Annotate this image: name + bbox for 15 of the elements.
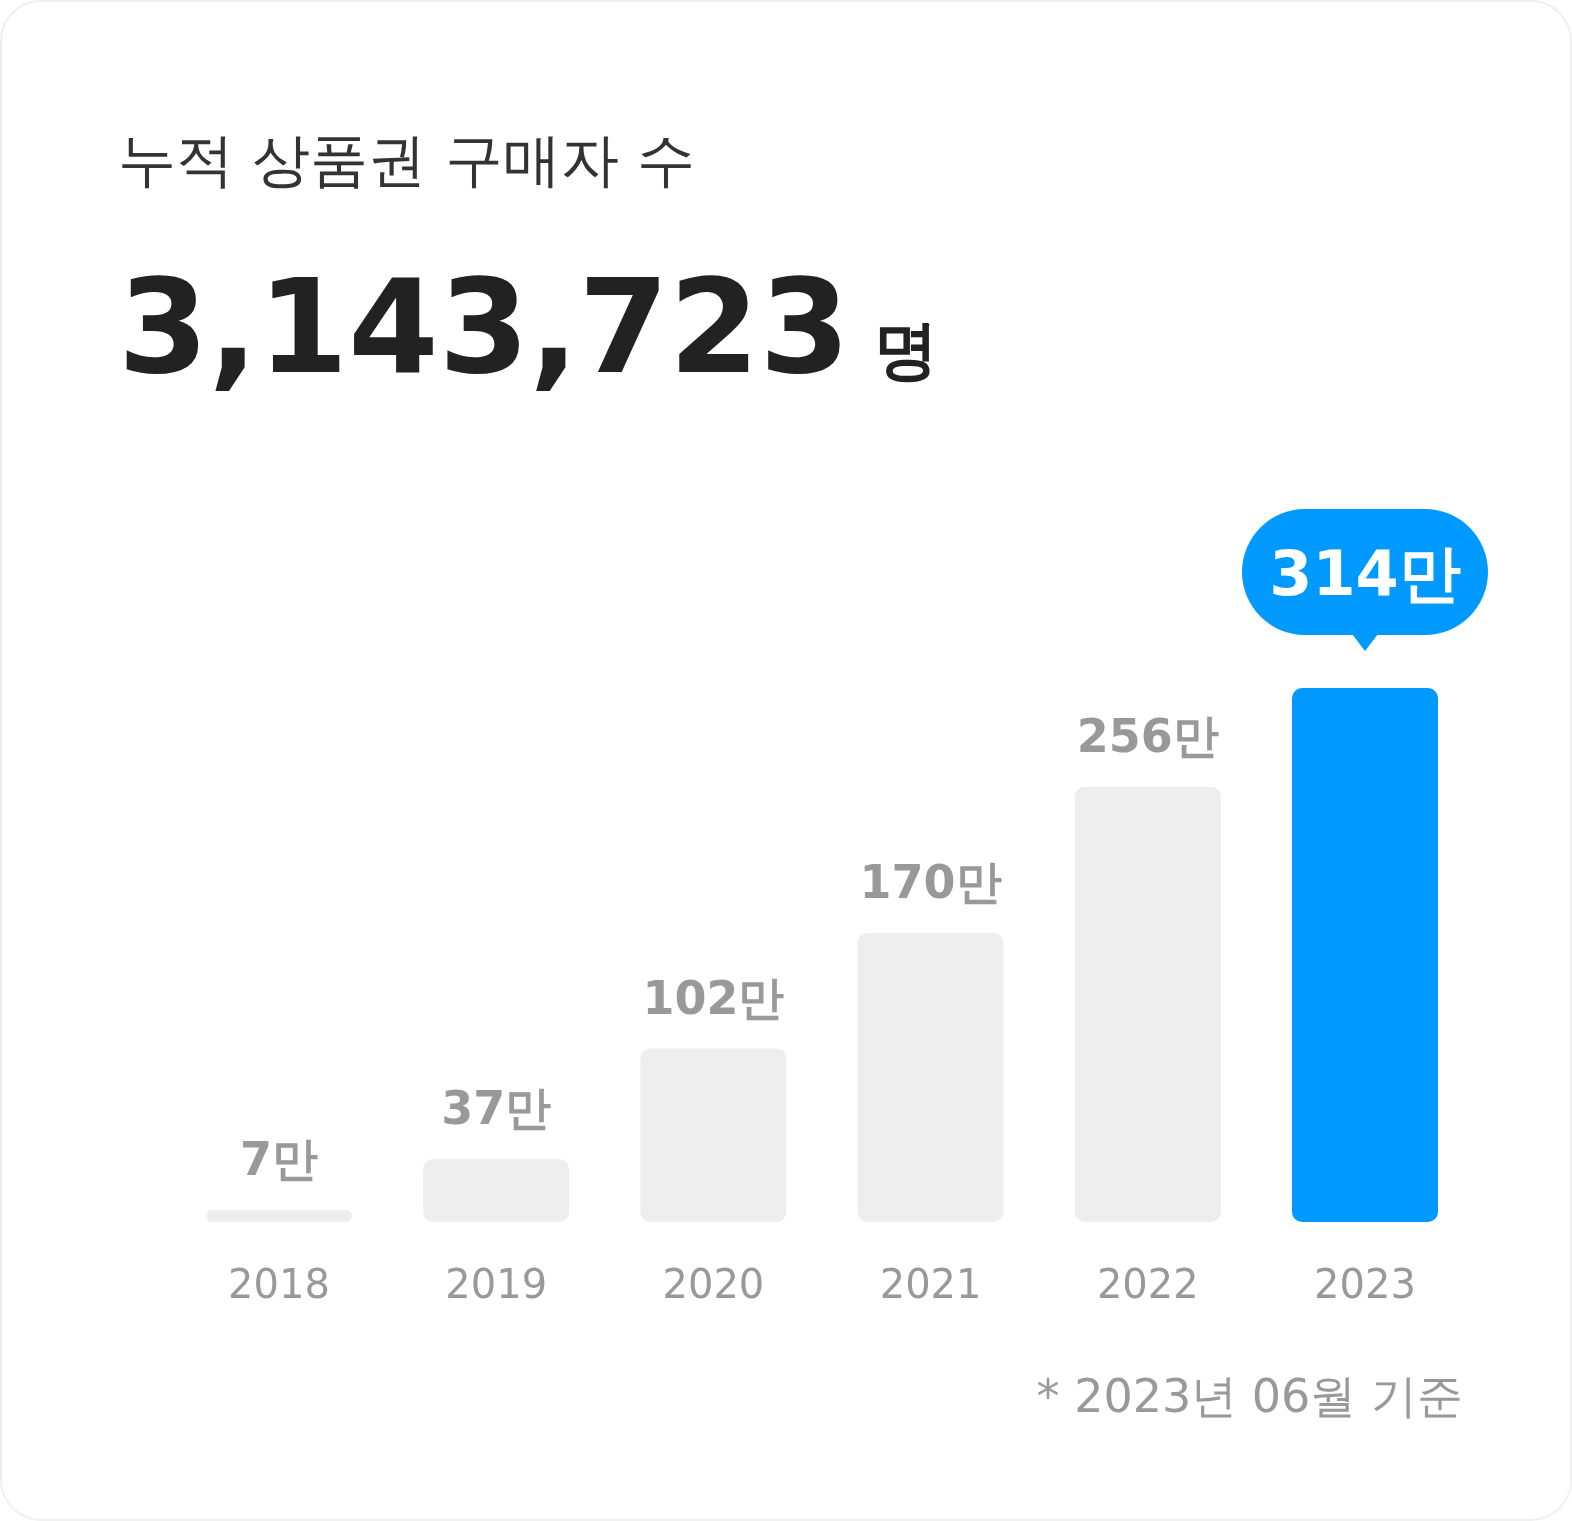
data-label: 7만	[239, 1132, 319, 1187]
x-tick-label: 2019	[445, 1261, 548, 1307]
x-tick-label: 2022	[1096, 1261, 1199, 1307]
text: * 2023년 06월 기준	[1036, 1369, 1463, 1423]
x-tick-label: 2018	[228, 1261, 330, 1307]
x-tick-label: 2021	[879, 1261, 982, 1307]
data-label: 256만	[1076, 708, 1219, 763]
data-label: 102만	[642, 970, 785, 1025]
x-tick-label: 2023	[1314, 1261, 1416, 1307]
data-label: 314만	[1269, 537, 1461, 610]
chart-subtitle: 3,143,723 명	[118, 251, 938, 403]
data-label: 170만	[859, 854, 1002, 909]
chart-title: 누적 상품권 구매자 수	[118, 126, 696, 194]
x-tick-label: 2020	[662, 1261, 765, 1307]
data-label: 37만	[441, 1081, 552, 1136]
